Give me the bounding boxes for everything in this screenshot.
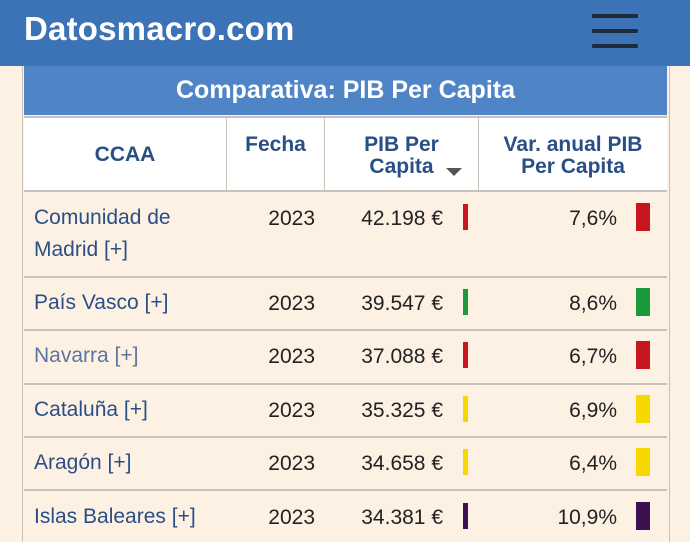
region-link[interactable]: País Vasco [+]: [34, 291, 169, 314]
column-header-var[interactable]: Var. anual PIB Per Capita: [479, 118, 667, 192]
gdp-per-capita-cell: 34.658 €: [361, 452, 443, 475]
annual-change-cell: 10,9%: [557, 506, 617, 529]
table-row: Comunidad de Madrid [+] 2023 42.198 € 7,…: [24, 192, 667, 278]
region-link[interactable]: Islas Baleares [+]: [34, 505, 196, 528]
region-link[interactable]: Cataluña [+]: [34, 398, 148, 421]
gdp-color-indicator: [463, 289, 468, 315]
table-row: Navarra [+] 2023 37.088 € 6,7%: [24, 331, 667, 385]
sort-descending-icon[interactable]: [446, 168, 462, 176]
annual-change-cell: 7,6%: [569, 207, 617, 230]
column-header-fecha-label: Fecha: [245, 133, 306, 156]
table-row: País Vasco [+] 2023 39.547 € 8,6%: [24, 278, 667, 331]
date-cell: 2023: [268, 292, 315, 315]
change-color-indicator: [636, 502, 650, 530]
gdp-color-indicator: [463, 503, 468, 529]
column-header-var-label-line1: Var. anual PIB: [503, 133, 643, 156]
table-row: Islas Baleares [+] 2023 34.381 € 10,9%: [24, 491, 667, 542]
column-header-ccaa-label: CCAA: [94, 143, 156, 166]
gdp-color-indicator: [463, 342, 468, 368]
change-color-indicator: [636, 341, 650, 369]
column-header-pib-label-line2: Capita: [369, 155, 434, 178]
date-cell: 2023: [268, 452, 315, 475]
gdp-per-capita-cell: 37.088 €: [361, 345, 443, 368]
gdp-color-indicator: [463, 449, 468, 475]
change-color-indicator: [636, 203, 650, 231]
site-logo[interactable]: Datosmacro.com: [24, 10, 295, 47]
column-header-var-label-line2: Per Capita: [521, 155, 625, 178]
gdp-per-capita-cell: 34.381 €: [361, 506, 443, 529]
hamburger-menu-icon[interactable]: [592, 14, 640, 48]
region-link[interactable]: Aragón [+]: [34, 451, 132, 474]
annual-change-cell: 6,7%: [569, 345, 617, 368]
annual-change-cell: 6,4%: [569, 452, 617, 475]
annual-change-cell: 6,9%: [569, 399, 617, 422]
change-color-indicator: [636, 448, 650, 476]
change-color-indicator: [636, 288, 650, 316]
menu-line: [592, 14, 638, 18]
region-name-line1: Comunidad de: [34, 206, 171, 229]
annual-change-cell: 8,6%: [569, 292, 617, 315]
region-link[interactable]: Comunidad de Madrid [+]: [34, 202, 171, 266]
column-header-pib-label-line1: PIB Per: [364, 133, 439, 156]
table-row: Cataluña [+] 2023 35.325 € 6,9%: [24, 385, 667, 438]
gdp-color-indicator: [463, 396, 468, 422]
region-link[interactable]: Navarra [+]: [34, 344, 139, 367]
table-header: CCAA Fecha PIB Per Capita Var. anual PIB…: [24, 116, 667, 192]
menu-line: [592, 44, 638, 48]
region-name-line2: Madrid [+]: [34, 238, 128, 261]
site-header: Datosmacro.com: [0, 0, 690, 66]
table-title: Comparativa: PIB Per Capita: [24, 66, 667, 115]
gdp-per-capita-cell: 39.547 €: [361, 292, 443, 315]
date-cell: 2023: [268, 345, 315, 368]
column-header-fecha[interactable]: Fecha: [227, 118, 325, 192]
date-cell: 2023: [268, 399, 315, 422]
gdp-per-capita-cell: 42.198 €: [361, 207, 443, 230]
date-cell: 2023: [268, 207, 315, 230]
menu-line: [592, 29, 638, 33]
column-header-ccaa[interactable]: CCAA: [24, 118, 227, 192]
date-cell: 2023: [268, 506, 315, 529]
gdp-per-capita-cell: 35.325 €: [361, 399, 443, 422]
table-row: Aragón [+] 2023 34.658 € 6,4%: [24, 438, 667, 491]
gdp-color-indicator: [463, 204, 468, 230]
column-header-pib[interactable]: PIB Per Capita: [325, 118, 479, 192]
change-color-indicator: [636, 395, 650, 423]
